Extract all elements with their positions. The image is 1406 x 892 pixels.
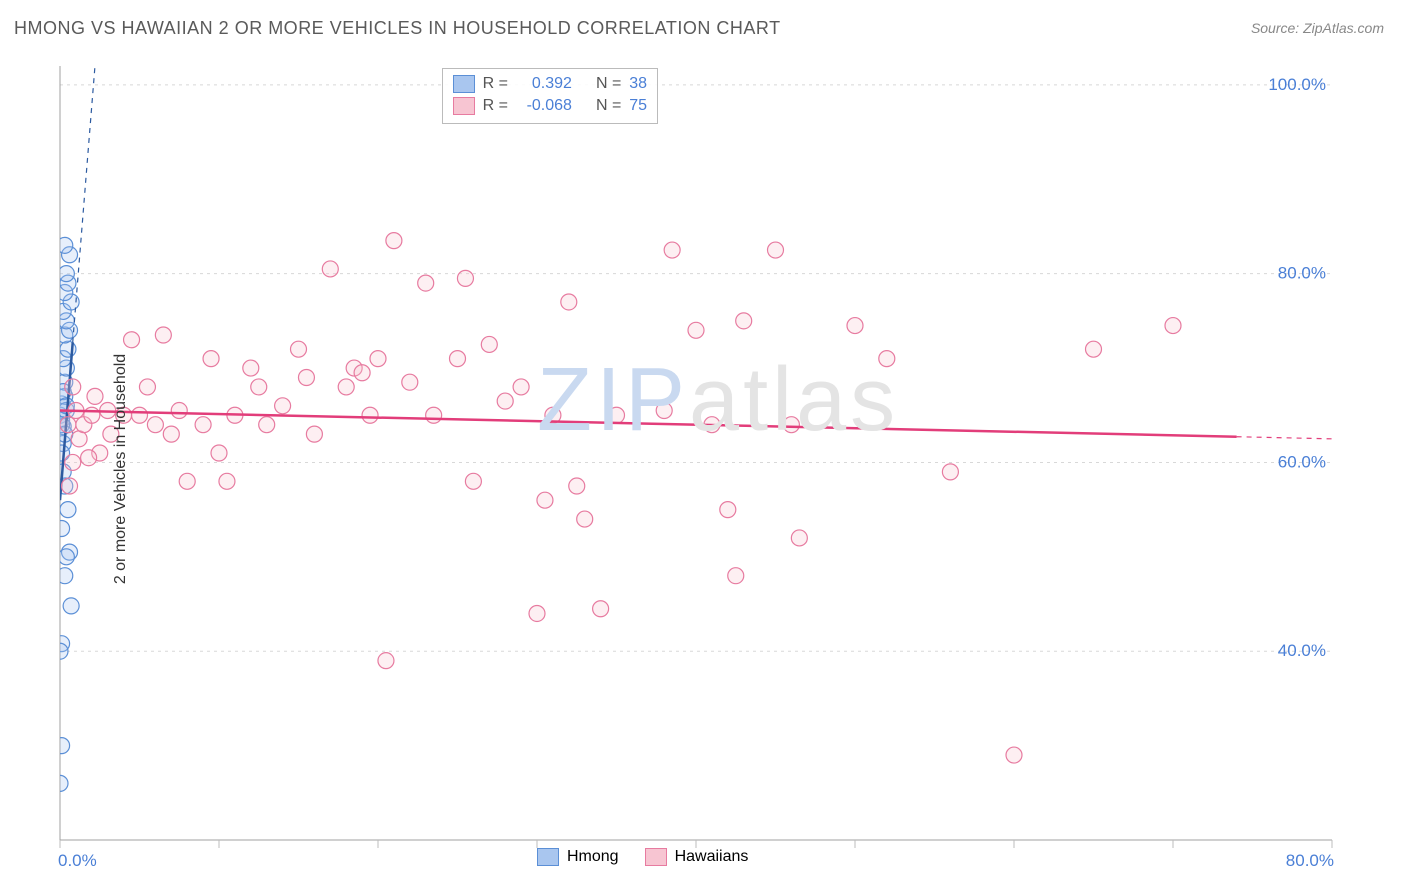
data-point [124, 332, 140, 348]
data-point [450, 351, 466, 367]
data-point [1165, 318, 1181, 334]
trend-line-extension [73, 66, 95, 342]
data-point [52, 643, 68, 659]
data-point [736, 313, 752, 329]
data-point [609, 407, 625, 423]
data-point [378, 653, 394, 669]
data-point [243, 360, 259, 376]
data-point [54, 738, 70, 754]
data-point [203, 351, 219, 367]
data-point [338, 379, 354, 395]
data-point [147, 417, 163, 433]
data-point [768, 242, 784, 258]
data-point [259, 417, 275, 433]
data-point [291, 341, 307, 357]
legend-label: Hmong [567, 848, 619, 866]
legend-row: R =0.392N =38 [453, 73, 647, 95]
data-point [791, 530, 807, 546]
data-point [418, 275, 434, 291]
data-point [847, 318, 863, 334]
data-point [298, 369, 314, 385]
data-point [195, 417, 211, 433]
legend-item: Hmong [537, 848, 619, 866]
data-point [688, 322, 704, 338]
svg-text:60.0%: 60.0% [1278, 452, 1326, 471]
data-point [362, 407, 378, 423]
data-point [720, 502, 736, 518]
data-point [211, 445, 227, 461]
data-point [65, 379, 81, 395]
legend-item: Hawaiians [645, 848, 749, 866]
data-point [728, 568, 744, 584]
data-point [457, 270, 473, 286]
data-point [783, 417, 799, 433]
legend-row: R =-0.068N =75 [453, 95, 647, 117]
data-point [354, 365, 370, 381]
data-point [60, 502, 76, 518]
data-point [593, 601, 609, 617]
data-point [497, 393, 513, 409]
data-point [132, 407, 148, 423]
chart-container: 2 or more Vehicles in Household 40.0% 60.… [14, 58, 1392, 880]
data-point [57, 237, 73, 253]
data-point [529, 605, 545, 621]
data-point [569, 478, 585, 494]
data-point [561, 294, 577, 310]
data-point [465, 473, 481, 489]
data-point [81, 450, 97, 466]
data-point [60, 417, 76, 433]
data-point [426, 407, 442, 423]
data-point [65, 454, 81, 470]
data-point [306, 426, 322, 442]
svg-text:80.0%: 80.0% [1278, 264, 1326, 283]
legend-swatch [453, 97, 475, 115]
data-point [275, 398, 291, 414]
svg-text:40.0%: 40.0% [1278, 641, 1326, 660]
data-point [62, 478, 78, 494]
scatter-plot: 40.0% 60.0% 80.0% 100.0% 0.0% 80.0% [14, 58, 1392, 880]
data-point [179, 473, 195, 489]
data-point [139, 379, 155, 395]
data-point [54, 521, 70, 537]
source-attribution: Source: ZipAtlas.com [1251, 20, 1384, 36]
data-point [251, 379, 267, 395]
trend-line-extension [1237, 437, 1332, 439]
data-point [163, 426, 179, 442]
legend-series: Hmong Hawaiians [537, 848, 748, 866]
data-point [386, 233, 402, 249]
data-point [656, 403, 672, 419]
data-point [370, 351, 386, 367]
data-point [537, 492, 553, 508]
data-point [58, 549, 74, 565]
legend-correlation: R =0.392N =38R =-0.068N =75 [442, 68, 658, 124]
legend-label: Hawaiians [675, 848, 749, 866]
data-point [1086, 341, 1102, 357]
data-point [52, 775, 68, 791]
data-point [63, 598, 79, 614]
data-point [577, 511, 593, 527]
svg-text:100.0%: 100.0% [1268, 75, 1326, 94]
data-point [155, 327, 171, 343]
data-point [58, 266, 74, 282]
data-point [879, 351, 895, 367]
svg-text:80.0%: 80.0% [1286, 851, 1334, 870]
data-point [942, 464, 958, 480]
legend-swatch [645, 848, 667, 866]
legend-swatch [537, 848, 559, 866]
data-point [481, 336, 497, 352]
chart-title: HMONG VS HAWAIIAN 2 OR MORE VEHICLES IN … [14, 18, 781, 39]
data-point [87, 388, 103, 404]
data-point [322, 261, 338, 277]
data-point [1006, 747, 1022, 763]
data-point [219, 473, 235, 489]
data-point [513, 379, 529, 395]
data-point [664, 242, 680, 258]
data-point [57, 568, 73, 584]
data-point [171, 403, 187, 419]
y-axis-label: 2 or more Vehicles in Household [112, 354, 130, 584]
legend-swatch [453, 75, 475, 93]
svg-text:0.0%: 0.0% [58, 851, 97, 870]
data-point [84, 407, 100, 423]
data-point [402, 374, 418, 390]
